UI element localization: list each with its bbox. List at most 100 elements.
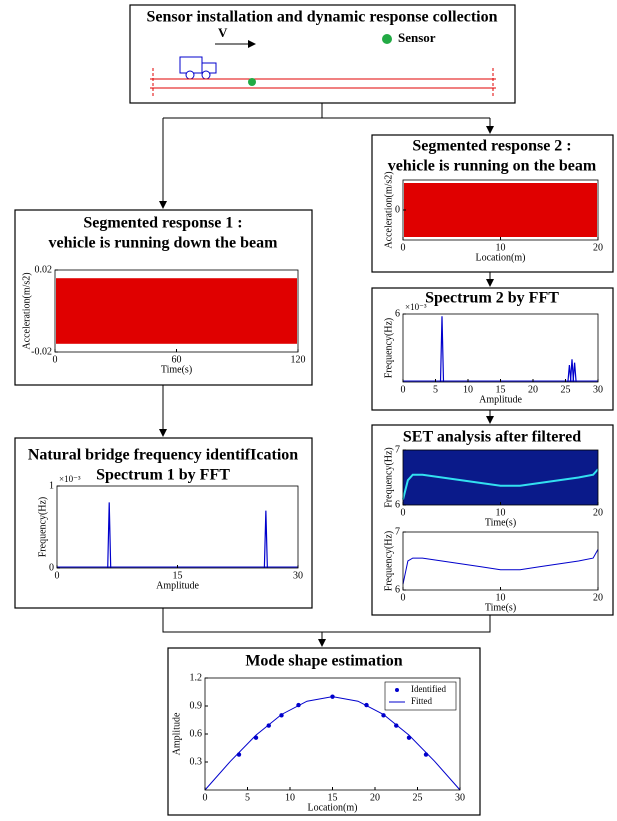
x-axis-label: Time(s) [485,602,516,613]
box-title: Spectrum 1 by FFT [96,467,230,484]
legend [384,681,457,711]
box-title: vehicle is running on the beam [388,158,597,175]
legend-label: Identified [411,684,446,694]
x-tick-label: 0 [53,354,58,365]
x-tick-label: 25 [413,792,423,803]
x-tick-label: 20 [593,592,603,603]
point [253,735,259,740]
x-axis-label: Time(s) [485,517,516,528]
box-sensor [129,4,516,104]
x-tick-label: 10 [285,792,295,803]
box-spectrum1 [14,437,313,609]
exponent: ×10⁻³ [59,474,81,484]
x-axis-label: Time(s) [161,364,192,375]
y-axis-label: Frequency(Hz) [37,497,48,558]
point [406,735,412,740]
x-tick-label: 20 [528,384,538,395]
x-axis-label: Location(m) [476,252,526,263]
point [296,702,301,708]
y-tick-label: 7 [395,444,400,455]
spectrum-peak [439,316,445,383]
noise-band [56,278,297,344]
x-tick-label: 10 [496,242,506,253]
x-tick-label: 0 [401,592,406,603]
y-tick-label: 6 [395,308,400,319]
y-axis-label: Frequency(Hz) [383,318,394,379]
x-tick-label: 60 [172,354,182,365]
x-tick-label: 20 [370,792,380,803]
x-tick-label: 20 [593,242,603,253]
x-tick-label: 0 [401,242,406,253]
box-title: vehicle is running down the beam [49,235,279,252]
legend-marker [395,688,399,692]
spectrum-peak [107,502,112,569]
box-title: Natural bridge frequency identifIcation [28,447,298,464]
x-axis-label: Amplitude [479,394,522,405]
x-tick-label: 5 [245,792,250,803]
x-tick-label: 5 [433,384,438,395]
y-axis-label: Acceleration(m/s2) [383,171,394,248]
y-tick-label: 1 [49,480,54,491]
x-axis-label: Location(m) [308,802,358,813]
x-tick-label: 15 [496,384,506,395]
velocity-label: V [218,25,228,40]
spectrum-peak [569,359,575,383]
box-title: Spectrum 2 by FFT [425,290,559,307]
x-tick-label: 10 [496,507,506,518]
x-tick-label: 0 [203,792,208,803]
scene: V Sensor [150,25,496,98]
point [394,723,399,728]
box-title: Segmented response 2 : [412,138,571,155]
x-tick-label: 10 [496,592,506,603]
y-tick-label: 1.2 [190,672,203,683]
y-axis-label: Frequency(Hz) [383,531,394,592]
y-tick-label: 0.02 [35,264,53,275]
y-axis-label: Acceleration(m/s2) [21,272,32,349]
x-tick-label: 20 [593,507,603,518]
line [402,549,599,585]
x-tick-label: 0 [55,570,60,581]
y-tick-label: 6 [395,499,400,510]
y-tick-label: 0.3 [190,756,203,767]
spectrum-peak [572,362,577,383]
sensor-label: Sensor [398,30,436,45]
x-tick-label: 0 [401,507,406,518]
y-tick-label: 0 [395,204,400,215]
x-tick-label: 15 [173,570,183,581]
y-tick-label: -0.02 [31,346,52,357]
x-tick-label: 15 [328,792,338,803]
x-tick-label: 30 [593,384,603,395]
box-spectrum2 [371,287,614,411]
y-axis-label: Frequency(Hz) [383,447,394,508]
y-tick-label: 0.9 [190,700,203,711]
x-tick-label: 120 [291,354,306,365]
point [266,723,271,728]
point [423,752,429,757]
y-tick-label: 6 [395,584,400,595]
x-tick-label: 25 [561,384,571,395]
connectors [159,103,494,647]
exponent: ×10⁻³ [405,302,427,312]
plot-background [403,450,598,505]
legend-label: Fitted [411,696,433,706]
y-tick-label: 7 [395,526,400,537]
title: Sensor installation and dynamic response… [147,9,498,26]
box-title: Segmented response 1 : [83,215,242,232]
point [236,752,242,757]
box-mode [167,647,481,816]
x-tick-label: 10 [463,384,473,395]
x-axis-label: Amplitude [156,580,199,591]
point [381,713,386,718]
y-tick-label: 0 [49,562,54,573]
spectrum-peak [263,510,268,569]
noise-band [404,183,597,237]
point [330,694,335,699]
point [279,713,284,718]
y-tick-label: 0.6 [190,728,203,739]
y-axis-label: Amplitude [171,712,182,755]
x-tick-label: 30 [293,570,303,581]
line [402,468,599,500]
x-tick-label: 0 [401,384,406,395]
box-title: Mode shape estimation [245,653,402,670]
x-tick-label: 30 [455,792,465,803]
